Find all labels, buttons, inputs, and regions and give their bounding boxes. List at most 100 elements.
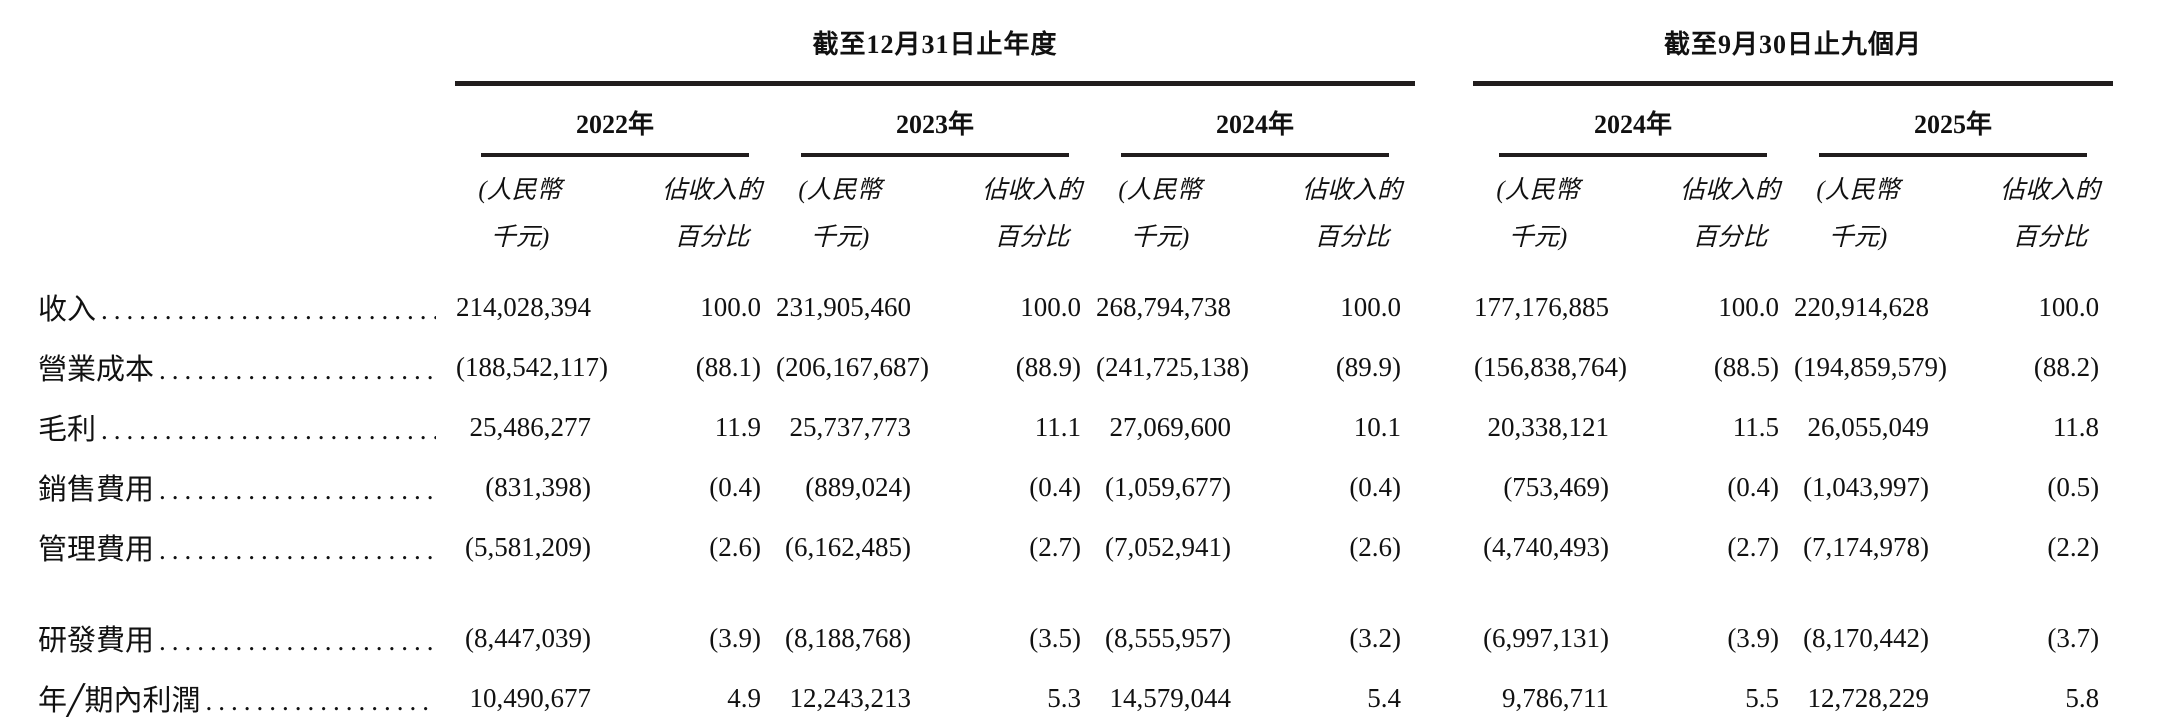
unit-line-2: 千元): [490, 224, 550, 251]
year-header-2023: 2023年: [775, 84, 1095, 157]
row-label-cell: 毛利: [0, 397, 455, 457]
pct-cell: 100.0: [1718, 291, 1780, 322]
row-label: 銷售費用: [38, 474, 155, 506]
pct-cell: (88.2): [2033, 351, 2100, 382]
value-cell: (4,740,493): [1483, 531, 1610, 562]
column-group-nine-months-sep30: 截至9月30日止九個月: [1473, 0, 2114, 86]
pct-cell: (3.9): [1727, 622, 1780, 653]
right-margin: [2113, 157, 2180, 277]
value-cell: (241,725,138): [1096, 351, 1249, 382]
pct-line-1: 佔收入的: [661, 177, 762, 204]
pct-cell: 100.0: [1340, 291, 1402, 322]
table-row-gross-profit: 毛利 25,486,277 11.9 25,737,773 11.1 27,06…: [0, 397, 2180, 457]
value-cell: 10,490,677: [469, 682, 592, 713]
right-margin: [2113, 277, 2180, 337]
value-cell: (6,162,485): [785, 531, 911, 562]
table-row-profit-for-period: 年╱期內利潤 10,490,677 4.9 12,243,213 5.3 14,…: [0, 668, 2180, 724]
corner-blank: [0, 0, 455, 84]
group-spacer: [1415, 277, 1473, 337]
pct-cell: (2.6): [709, 531, 761, 562]
pct-line-1: 佔收入的: [1302, 177, 1403, 204]
value-cell: 177,176,885: [1474, 291, 1610, 322]
pct-cell: 4.9: [727, 682, 761, 713]
pct-subheader: 佔收入的 百分比: [969, 157, 1095, 277]
pct-line-2: 百分比: [1692, 224, 1768, 251]
value-cell: (831,398): [485, 471, 591, 502]
pct-cell: 100.0: [1020, 291, 1081, 322]
pct-cell: 100.0: [700, 291, 761, 322]
unit-subheader: (人民幣千元): [775, 157, 969, 277]
right-margin: [2113, 577, 2180, 668]
pct-cell: (0.4): [1349, 471, 1402, 502]
right-margin: [2113, 397, 2180, 457]
row-label: 毛利: [38, 414, 97, 446]
table-row-selling-expenses: 銷售費用 (831,398) (0.4) (889,024) (0.4) (1,…: [0, 457, 2180, 517]
group-spacer: [1415, 157, 1473, 277]
pct-cell: (2.6): [1349, 531, 1402, 562]
pct-cell: 5.5: [1745, 682, 1780, 713]
pct-cell: 100.0: [2038, 291, 2100, 322]
value-cell: 20,338,121: [1487, 411, 1610, 442]
value-cell: 231,905,460: [776, 291, 911, 322]
year-header-9m-2025: 2025年: [1793, 84, 2113, 157]
value-cell: (5,581,209): [465, 531, 591, 562]
year-label: 2025年: [1819, 86, 2088, 157]
dot-leader: [159, 475, 436, 506]
pct-subheader: 佔收入的 百分比: [1289, 157, 1415, 277]
pct-cell: (88.9): [1015, 351, 1081, 382]
corner-blank: [0, 157, 455, 277]
value-cell: (194,859,579): [1794, 351, 1948, 382]
group-spacer: [1415, 0, 1473, 84]
row-label: 收入: [38, 294, 97, 326]
value-cell: 27,069,600: [1109, 411, 1232, 442]
value-cell: (156,838,764): [1474, 351, 1628, 382]
column-group-year-ended-dec31: 截至12月31日止年度: [455, 0, 1416, 86]
pct-cell: (3.7): [2047, 622, 2100, 653]
value-cell: 268,794,738: [1096, 291, 1231, 322]
unit-line-1: (人民幣: [1496, 177, 1580, 204]
pct-line-1: 佔收入的: [981, 177, 1082, 204]
year-label: 2024年: [1499, 86, 1768, 157]
pct-line-1: 佔收入的: [2000, 177, 2101, 204]
unit-line-2: 千元): [1828, 224, 1888, 251]
table-row-admin-expenses: 管理費用 (5,581,209) (2.6) (6,162,485) (2.7)…: [0, 517, 2180, 577]
pct-subheader: 佔收入的 百分比: [1667, 157, 1793, 277]
unit-line-1: (人民幣: [1118, 177, 1202, 204]
value-cell: 214,028,394: [456, 291, 591, 322]
pct-cell: (3.2): [1349, 622, 1402, 653]
dot-leader: [101, 295, 436, 326]
pct-cell: (0.4): [709, 471, 761, 502]
value-cell: (889,024): [805, 471, 911, 502]
value-cell: 12,728,229: [1807, 682, 1930, 713]
pct-line-1: 佔收入的: [1680, 177, 1781, 204]
group-spacer: [1415, 577, 1473, 668]
value-cell: 9,786,711: [1502, 682, 1610, 713]
year-label: 2022年: [481, 86, 749, 157]
value-cell: (8,170,442): [1803, 622, 1930, 653]
pct-cell: (2.2): [2047, 531, 2100, 562]
pct-cell: (2.7): [1727, 531, 1780, 562]
unit-subheader: (人民幣 千元): [1095, 157, 1289, 277]
group-spacer: [1415, 517, 1473, 577]
pct-cell: 10.1: [1353, 411, 1402, 442]
pct-cell: 5.8: [2065, 682, 2100, 713]
pct-cell: (3.9): [709, 622, 761, 653]
group-spacer: [1415, 457, 1473, 517]
group-spacer: [1415, 337, 1473, 397]
value-cell: 220,914,628: [1794, 291, 1930, 322]
unit-line-2: 千元): [810, 224, 870, 251]
pct-cell: (0.4): [1029, 471, 1081, 502]
pct-cell: (89.9): [1335, 351, 1402, 382]
right-margin: [2113, 337, 2180, 397]
value-cell: (206,167,687): [776, 351, 929, 382]
value-cell: 25,486,277: [469, 411, 592, 442]
pct-cell: 11.5: [1732, 411, 1780, 442]
pct-line-2: 百分比: [1314, 224, 1390, 251]
pct-subheader: 佔收入的 百分比: [649, 157, 775, 277]
row-label-cell: 收入: [0, 277, 455, 337]
value-cell: (753,469): [1503, 471, 1610, 502]
unit-line-2: 千元): [1508, 224, 1568, 251]
pct-line-2: 百分比: [674, 224, 750, 251]
unit-line-1: (人民幣: [798, 177, 882, 204]
